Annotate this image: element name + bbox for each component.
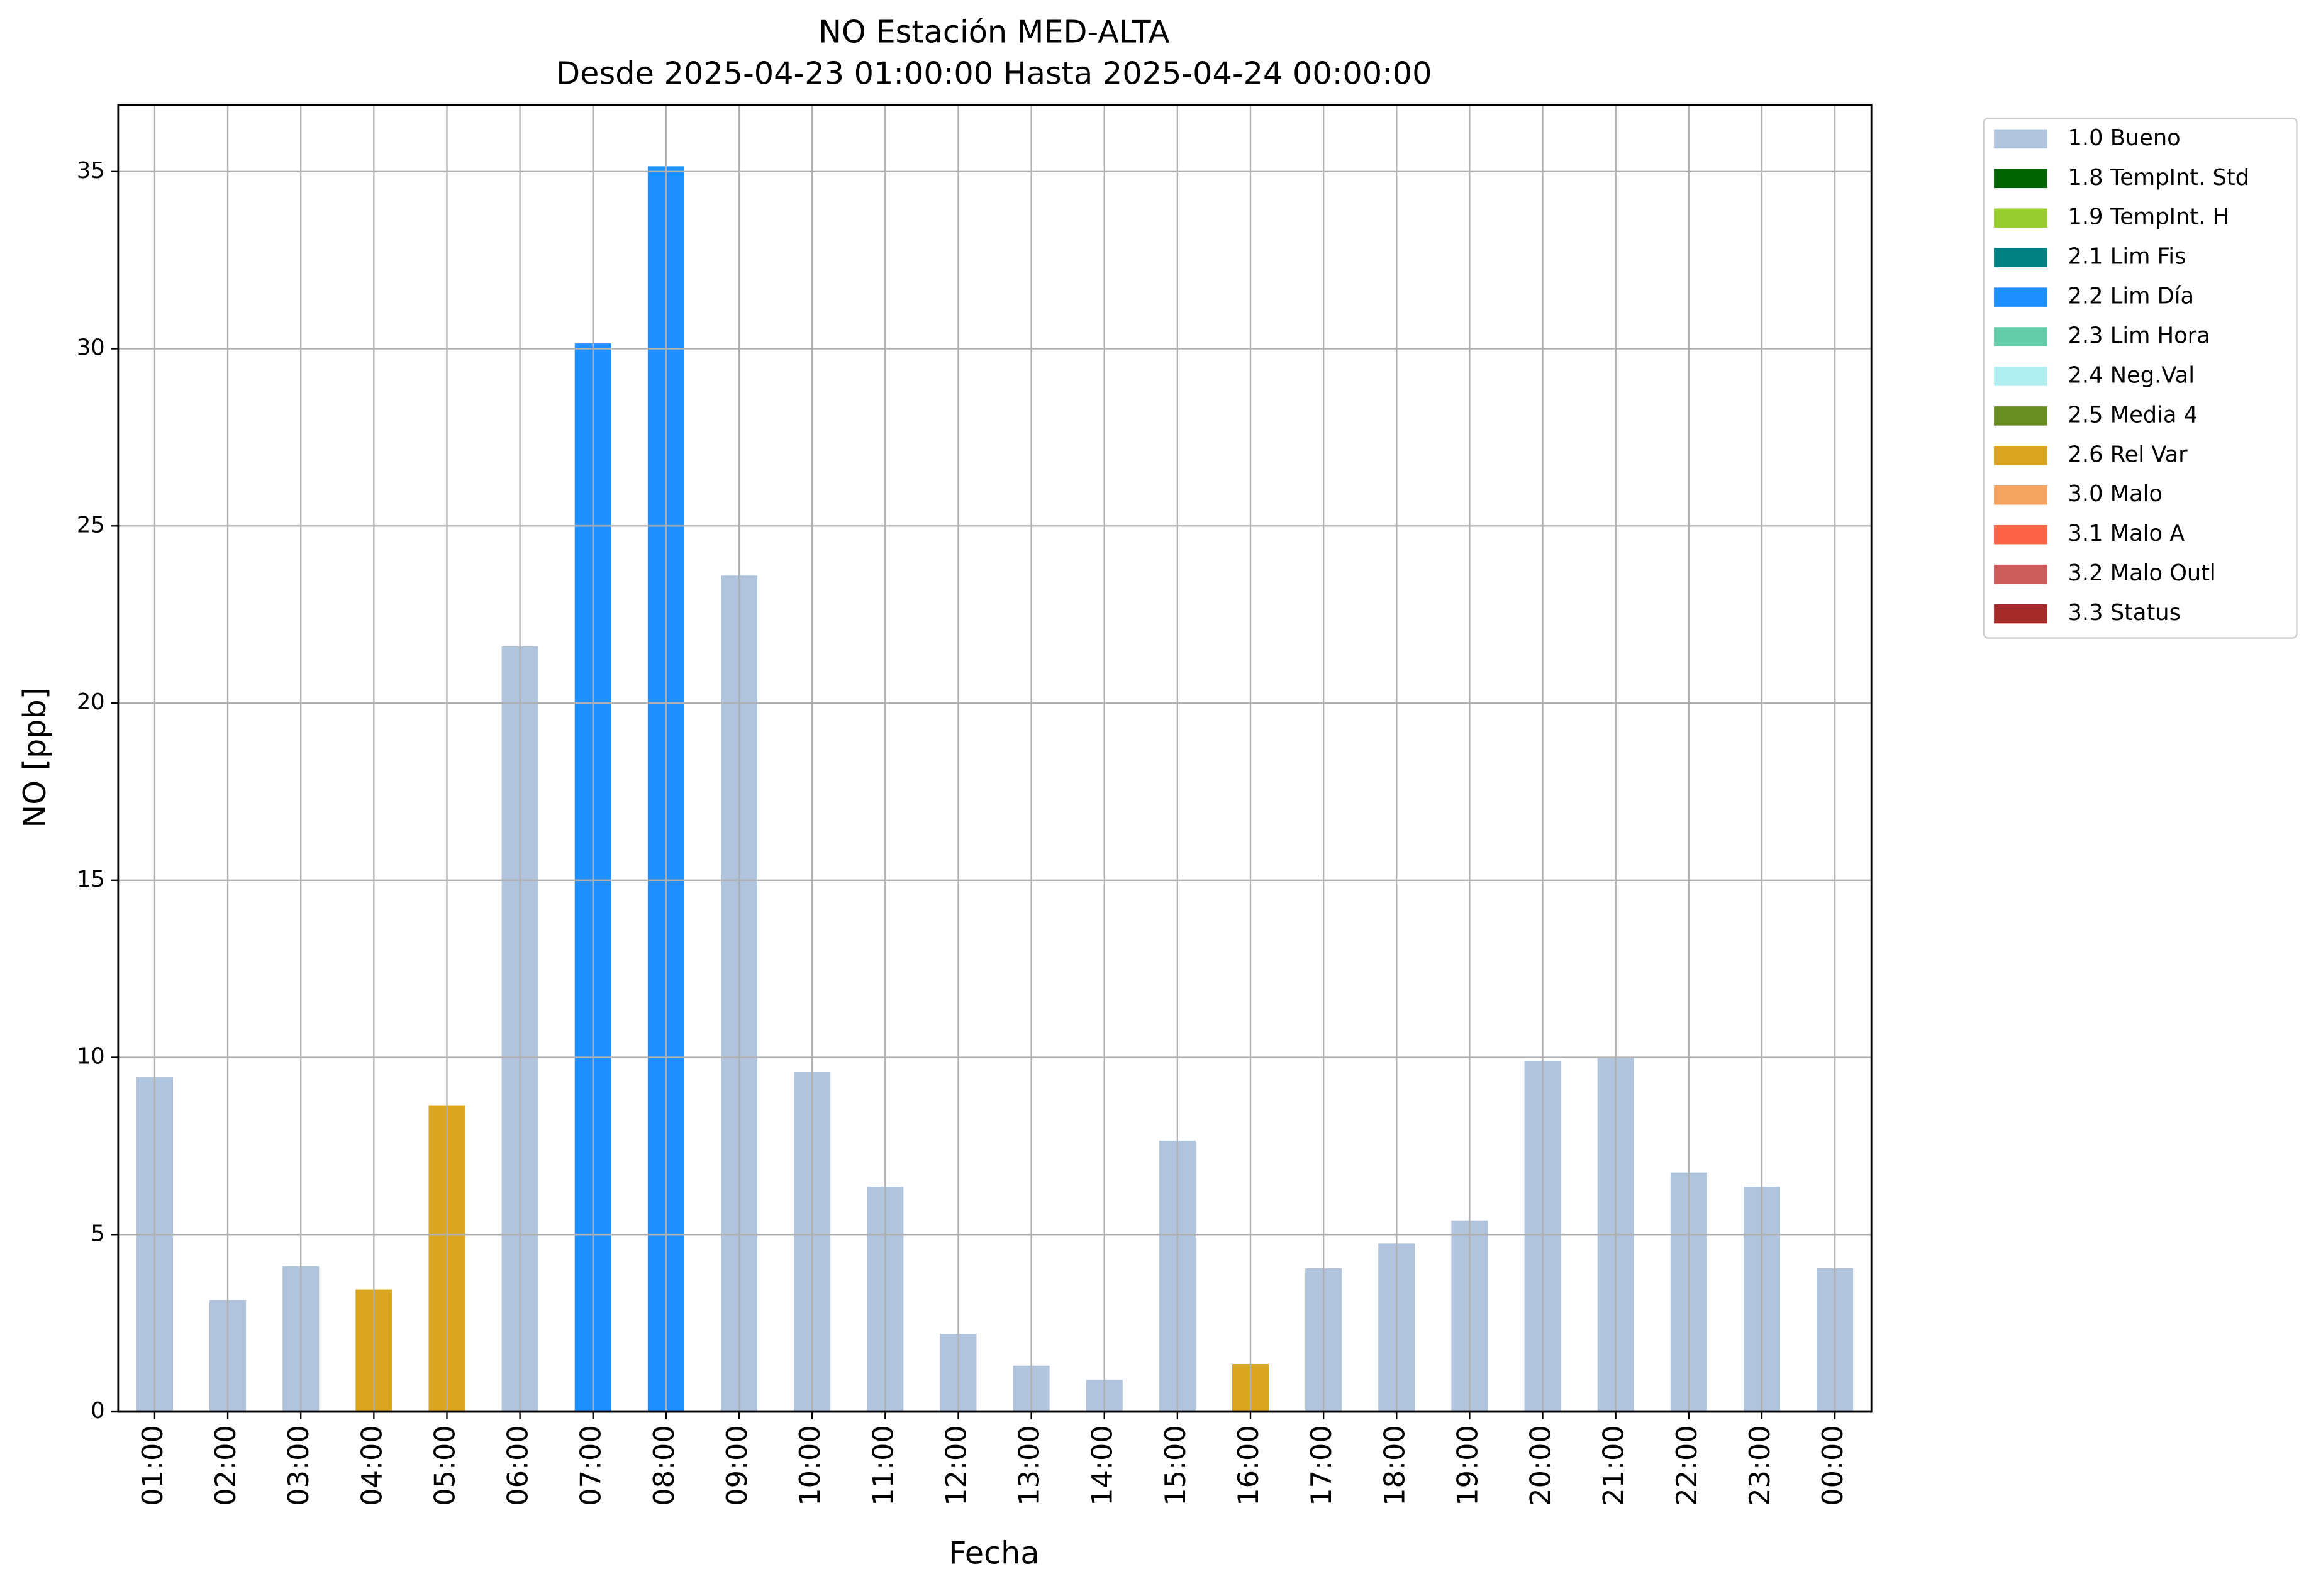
x-tick-label: 04:00 — [355, 1425, 388, 1506]
x-tick-label: 14:00 — [1086, 1425, 1119, 1506]
legend-label: 3.2 Malo Outl — [2068, 560, 2216, 586]
x-tick-label: 18:00 — [1378, 1425, 1411, 1506]
x-tick-label: 21:00 — [1598, 1425, 1630, 1506]
y-tick-label: 30 — [77, 335, 105, 361]
legend-swatch — [1994, 524, 2047, 545]
legend-swatch — [1994, 485, 2047, 505]
x-tick-label: 01:00 — [136, 1425, 169, 1506]
x-tick-label: 20:00 — [1525, 1425, 1557, 1506]
y-tick-label: 25 — [77, 512, 105, 538]
legend-swatch — [1994, 564, 2047, 584]
legend-label: 2.3 Lim Hora — [2068, 323, 2210, 349]
x-axis-label: Fecha — [949, 1534, 1040, 1571]
legend-swatch — [1994, 169, 2047, 189]
x-tick-label: 19:00 — [1451, 1425, 1484, 1506]
chart-title: NO Estación MED-ALTA — [818, 14, 1170, 50]
x-tick-label: 23:00 — [1744, 1425, 1776, 1506]
x-tick-label: 07:00 — [575, 1425, 608, 1506]
x-tick-label: 17:00 — [1305, 1425, 1338, 1506]
x-tick-label: 16:00 — [1232, 1425, 1265, 1506]
x-tick-label: 05:00 — [428, 1425, 461, 1506]
y-tick-label: 10 — [77, 1044, 105, 1070]
y-tick-label: 0 — [91, 1398, 104, 1424]
legend-label: 2.1 Lim Fis — [2068, 244, 2186, 270]
x-tick-label: 00:00 — [1817, 1425, 1849, 1506]
legend-label: 1.0 Bueno — [2068, 125, 2181, 151]
legend-swatch — [1994, 248, 2047, 267]
legend-swatch — [1994, 406, 2047, 426]
legend-label: 1.8 TempInt. Std — [2068, 165, 2249, 191]
x-tick-label: 06:00 — [502, 1425, 535, 1506]
plot-frame — [117, 104, 1873, 1413]
legend-swatch — [1994, 208, 2047, 228]
x-tick-label: 22:00 — [1671, 1425, 1703, 1506]
legend-label: 2.2 Lim Día — [2068, 284, 2195, 309]
x-tick-label: 09:00 — [721, 1425, 754, 1506]
chart-subtitle: Desde 2025-04-23 01:00:00 Hasta 2025-04-… — [556, 55, 1432, 91]
legend-label: 2.6 Rel Var — [2068, 441, 2188, 467]
x-tick-label: 15:00 — [1159, 1425, 1192, 1506]
x-tick-label: 10:00 — [794, 1425, 827, 1506]
x-tick-label: 11:00 — [867, 1425, 899, 1506]
y-tick-label: 35 — [77, 158, 105, 184]
legend-label: 3.1 Malo A — [2068, 521, 2185, 546]
x-tick-label: 02:00 — [209, 1425, 242, 1506]
x-tick-label: 13:00 — [1013, 1425, 1046, 1506]
legend-swatch — [1994, 287, 2047, 307]
y-tick-label: 20 — [77, 689, 105, 715]
legend-label: 3.3 Status — [2068, 600, 2181, 626]
legend-swatch — [1994, 129, 2047, 149]
x-tick-label: 03:00 — [282, 1425, 315, 1506]
legend-label: 2.5 Media 4 — [2068, 402, 2198, 428]
legend-swatch — [1994, 327, 2047, 346]
x-tick-label: 12:00 — [940, 1425, 972, 1506]
legend-label: 3.0 Malo — [2068, 481, 2163, 507]
y-tick-label: 5 — [91, 1221, 104, 1246]
legend: 1.0 Bueno 1.8 TempInt. Std 1.9 TempInt. H 2… — [1994, 125, 2249, 626]
axes: 0 5 10 15 20 25 30 35 01:00 02:00 03:00 04:00 05:00 0… — [77, 158, 1849, 1506]
legend-label: 1.9 TempInt. H — [2068, 204, 2229, 230]
x-tick-label: 08:00 — [648, 1425, 681, 1506]
legend-swatch — [1994, 604, 2047, 624]
legend-label: 2.4 Neg.Val — [2068, 362, 2195, 388]
legend-swatch — [1994, 367, 2047, 386]
legend-swatch — [1994, 446, 2047, 465]
y-tick-label: 15 — [77, 867, 105, 892]
legend-box — [1983, 117, 2298, 639]
y-axis-label: NO [ppb] — [16, 687, 53, 828]
